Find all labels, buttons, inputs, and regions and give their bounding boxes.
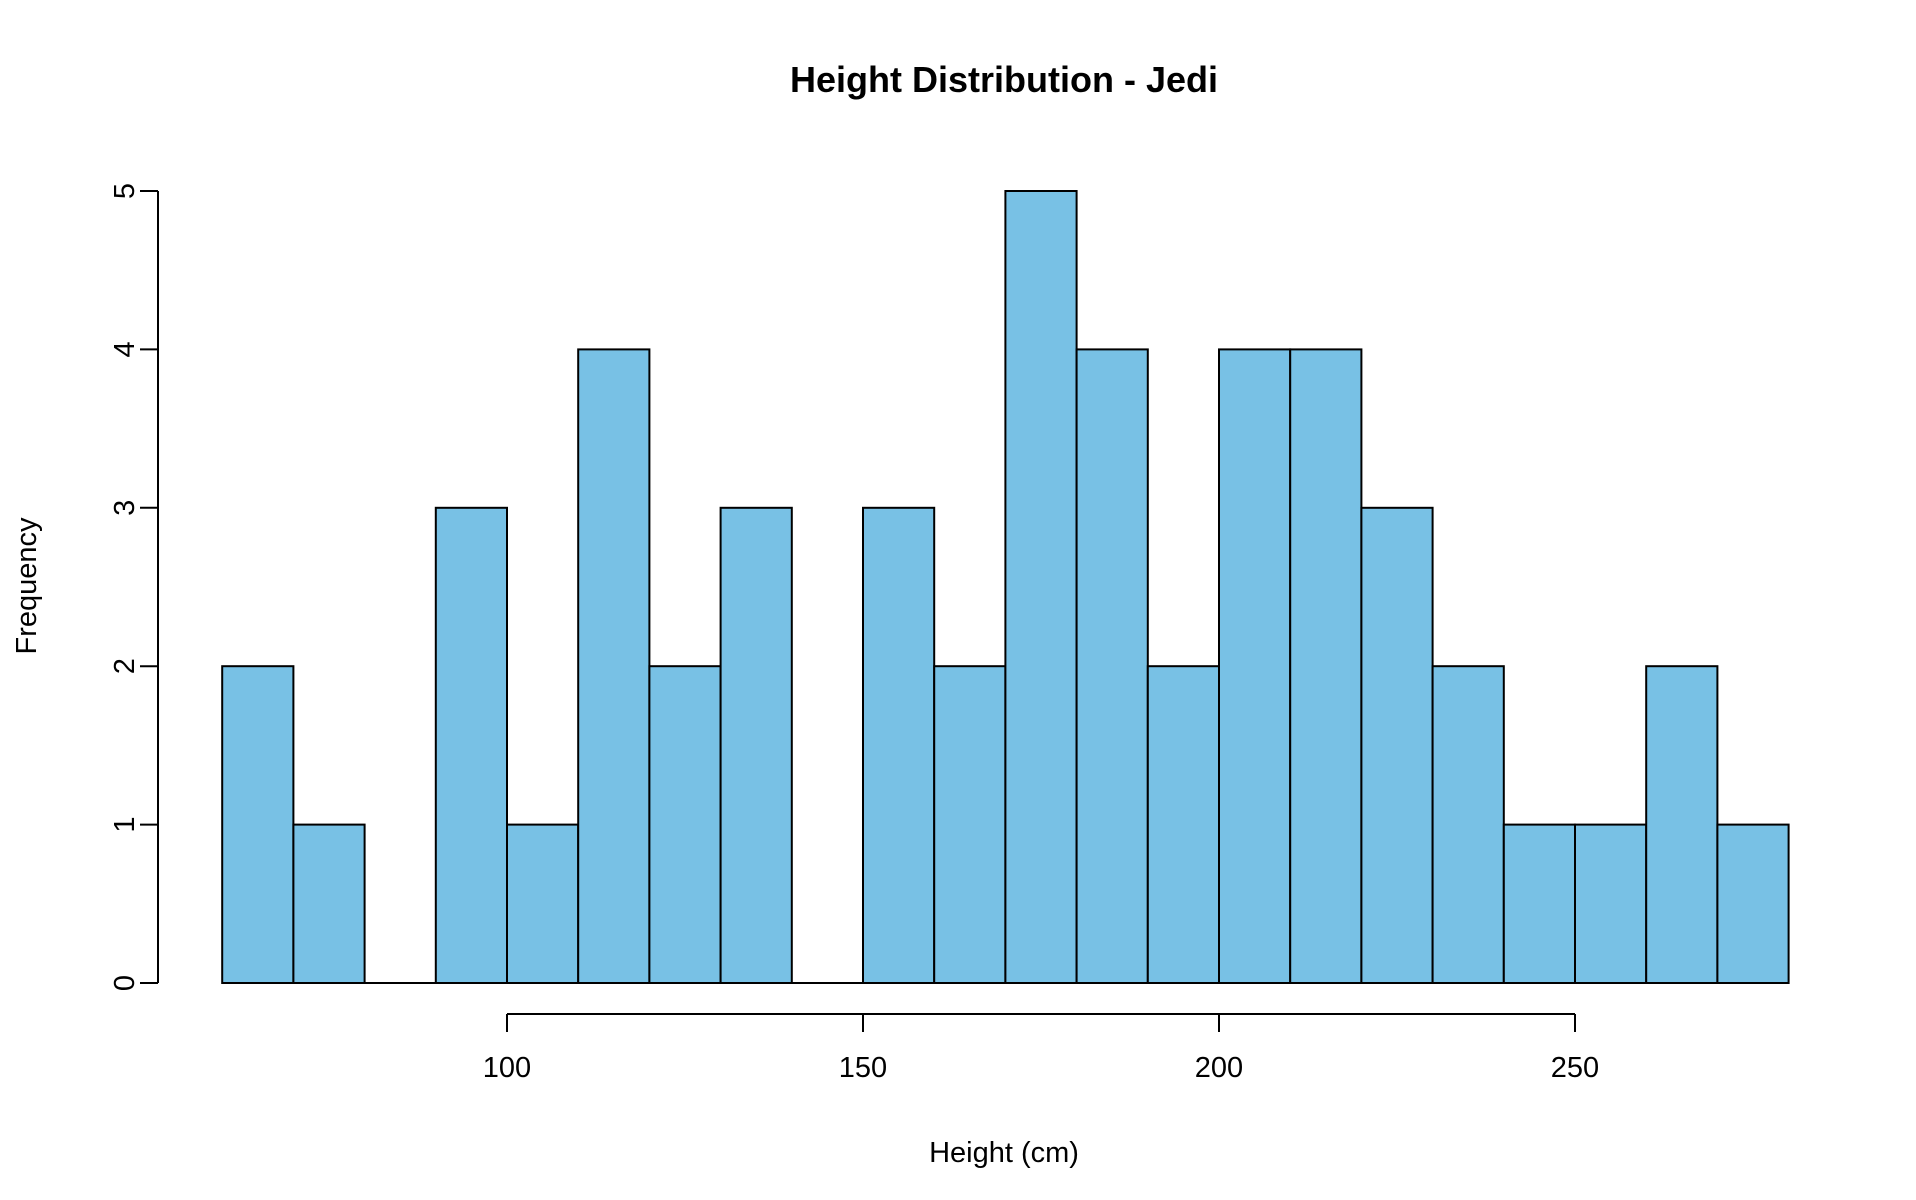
chart-title: Height Distribution - Jedi — [790, 59, 1218, 100]
histogram-bar-90-100 — [434, 506, 508, 984]
histogram-bar-60-70 — [221, 665, 295, 984]
histogram-bar-250-260 — [1574, 823, 1648, 984]
y-tick-label-2: 2 — [109, 658, 141, 674]
y-tick-label-4: 4 — [109, 341, 141, 357]
y-tick-label-3: 3 — [109, 500, 141, 516]
y-axis: 0 1 2 3 4 5 — [109, 183, 159, 991]
y-tick-label-5: 5 — [109, 183, 141, 199]
histogram-bar-210-220 — [1289, 348, 1363, 984]
histogram-bar-100-110 — [506, 823, 580, 984]
y-tick-label-0: 0 — [109, 975, 141, 991]
histogram-bar-240-250 — [1502, 823, 1577, 984]
histogram-bar-110-120 — [577, 348, 651, 984]
x-tick-label-150: 150 — [839, 1052, 887, 1084]
y-axis-label: Frequency — [11, 517, 43, 655]
x-tick-label-200: 200 — [1195, 1052, 1243, 1084]
histogram-bar-150-160 — [862, 506, 936, 984]
histogram-bar-130-140 — [719, 506, 793, 984]
histogram-bar-120-130 — [648, 665, 722, 984]
histogram-bar-160-170 — [933, 665, 1007, 984]
x-tick-label-250: 250 — [1551, 1052, 1599, 1084]
x-axis-label: Height (cm) — [929, 1137, 1079, 1169]
x-axis: 100 150 200 250 — [483, 1013, 1599, 1084]
histogram-bar-220-230 — [1360, 506, 1434, 984]
histogram-bar-260-270 — [1645, 665, 1719, 984]
histogram-bar-200-210 — [1218, 348, 1292, 984]
y-tick-label-1: 1 — [109, 817, 141, 833]
histogram-bar-70-80 — [292, 823, 366, 984]
histogram-bar-230-240 — [1431, 665, 1505, 984]
histogram-bar-170-180 — [1004, 190, 1078, 984]
histogram-bar-190-200 — [1146, 665, 1221, 984]
histogram-bar-180-190 — [1075, 348, 1149, 984]
histogram-bar-270-280 — [1716, 823, 1790, 984]
histogram-bars — [221, 190, 1790, 984]
x-tick-label-100: 100 — [483, 1052, 531, 1084]
